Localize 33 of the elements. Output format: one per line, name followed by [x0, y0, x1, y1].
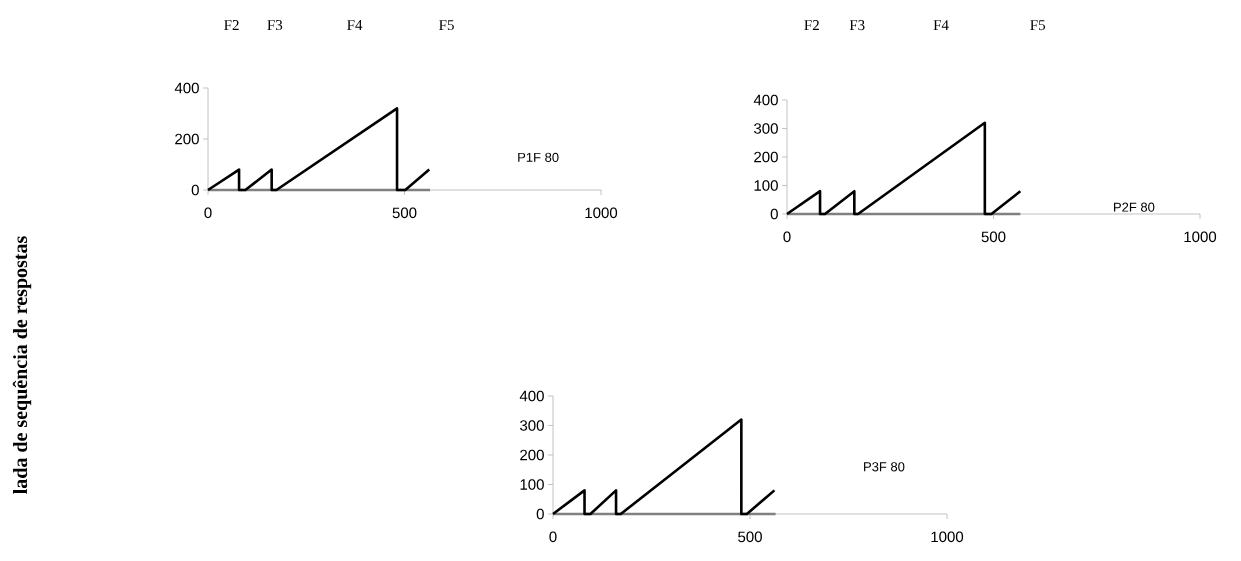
annotation: P2F 80	[1114, 202, 1155, 212]
x-tick-label: 500	[738, 531, 762, 543]
x-tick-label: 500	[392, 207, 417, 219]
text: F5	[1030, 20, 1046, 31]
text: F4	[933, 20, 949, 30]
annotation: P1F 80	[518, 152, 559, 162]
text: F2	[804, 20, 819, 30]
x-tick-label: 1000	[1184, 231, 1217, 243]
y-tick-label: 300	[520, 420, 544, 431]
y-tick-label: 400	[519, 390, 544, 402]
x-tick-label: 0	[783, 231, 791, 243]
y-tick-label: 100	[754, 180, 778, 191]
text: F3	[267, 20, 283, 31]
y-tick-label: 400	[753, 94, 778, 106]
y-tick-label: 200	[754, 151, 778, 163]
text: F3	[849, 20, 865, 31]
y-tick-label: 300	[754, 123, 778, 134]
x-tick-label: 0	[549, 531, 557, 543]
text: F2	[224, 20, 239, 30]
x-tick-label: 500	[981, 231, 1006, 243]
y-tick-label: 100	[520, 479, 544, 490]
text: F5	[439, 20, 454, 31]
y-tick-label: 200	[520, 449, 544, 461]
text: F4	[347, 20, 363, 30]
y-tick-label: 400	[174, 82, 199, 94]
y-tick-label: 0	[191, 184, 199, 196]
annotation: P3F 80	[864, 462, 905, 472]
x-tick-label: 1000	[585, 207, 618, 219]
x-tick-label: 1000	[931, 531, 964, 543]
y-axis-title: lada de sequência de respostas	[12, 236, 32, 494]
y-tick-label: 200	[175, 133, 199, 145]
y-tick-label: 0	[536, 508, 544, 520]
x-tick-label: 0	[204, 207, 212, 219]
